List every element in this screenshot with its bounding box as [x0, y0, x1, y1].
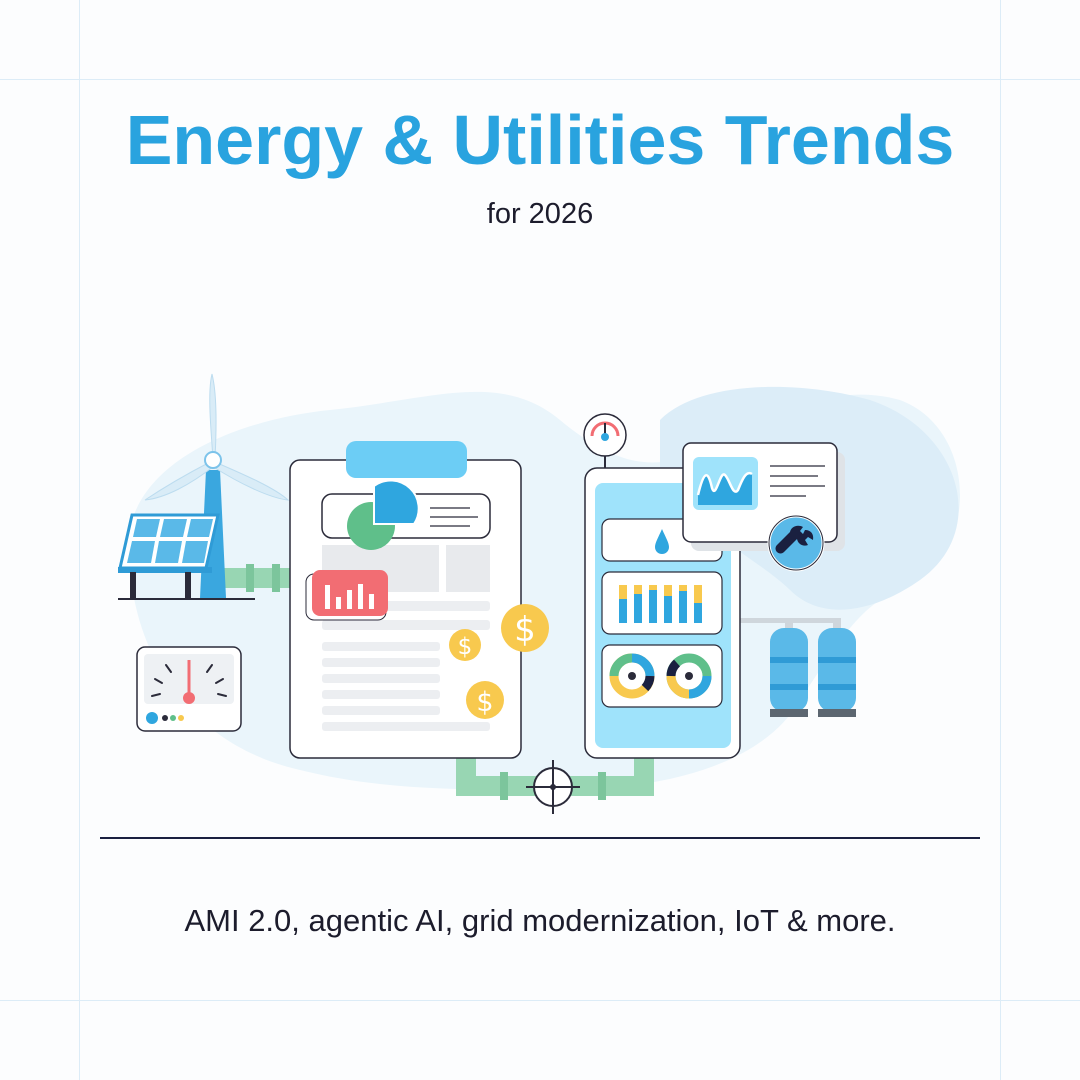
wrench-icon: [767, 514, 825, 572]
tagline: AMI 2.0, agentic AI, grid modernization,…: [184, 903, 896, 938]
bar-chart-icon: [305, 570, 388, 621]
meter-icon: [136, 646, 242, 732]
svg-text:$: $: [458, 634, 473, 660]
water-drop-icon: [655, 529, 669, 554]
svg-text:$: $: [514, 610, 536, 650]
pipe-icon: [220, 564, 840, 800]
gas-tanks-icon: [770, 618, 856, 717]
pie-chart-icon: [347, 479, 420, 550]
guide-line-right: [1000, 0, 1001, 1080]
guide-line-bottom: [0, 1000, 1080, 1001]
divider-line: [100, 837, 980, 839]
crosshair-icon: [526, 760, 580, 814]
page-subtitle: for 2026: [486, 198, 594, 230]
solar-panel-icon: [118, 513, 220, 599]
dollar-coin-icon: $ $ $: [449, 604, 549, 719]
guide-line-top: [0, 79, 1080, 80]
guide-line-left: [79, 0, 80, 1080]
gauge-icon: [583, 413, 627, 468]
page-title: Energy & Utilities Trends: [125, 101, 955, 179]
svg-text:$: $: [476, 687, 493, 718]
